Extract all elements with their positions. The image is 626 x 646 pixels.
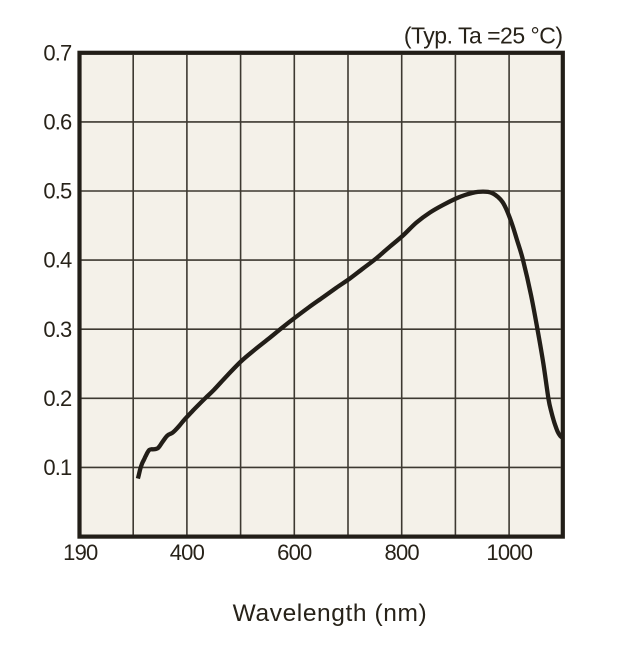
svg-text:0.2: 0.2	[43, 386, 72, 411]
svg-text:400: 400	[170, 540, 205, 565]
svg-text:800: 800	[385, 540, 420, 565]
svg-text:0.7: 0.7	[43, 40, 72, 65]
svg-text:0.5: 0.5	[43, 179, 72, 204]
svg-text:0.1: 0.1	[43, 455, 72, 480]
svg-text:0.4: 0.4	[43, 248, 72, 273]
svg-text:0.3: 0.3	[43, 317, 72, 342]
svg-text:600: 600	[277, 540, 312, 565]
svg-text:1000: 1000	[486, 540, 532, 565]
svg-text:190: 190	[63, 540, 98, 565]
svg-text:(Typ. Ta =25 °C): (Typ. Ta =25 °C)	[404, 23, 563, 49]
svg-text:Wavelength (nm): Wavelength (nm)	[233, 600, 428, 627]
svg-text:0.6: 0.6	[43, 110, 72, 135]
